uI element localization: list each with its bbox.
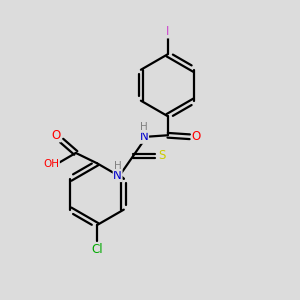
Text: H: H: [140, 122, 148, 132]
Text: N: N: [113, 169, 122, 182]
Text: S: S: [158, 149, 166, 162]
Text: I: I: [166, 25, 169, 38]
Text: OH: OH: [44, 159, 59, 169]
Text: H: H: [114, 160, 122, 171]
Text: O: O: [192, 130, 201, 143]
Text: O: O: [52, 129, 61, 142]
Text: Cl: Cl: [91, 243, 103, 256]
Text: N: N: [140, 130, 148, 143]
